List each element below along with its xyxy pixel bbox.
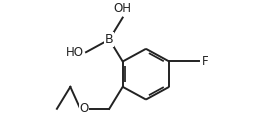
Text: O: O [79,102,88,115]
Text: HO: HO [66,46,84,59]
Text: OH: OH [114,2,132,15]
Text: F: F [202,55,208,68]
Text: B: B [105,33,114,46]
